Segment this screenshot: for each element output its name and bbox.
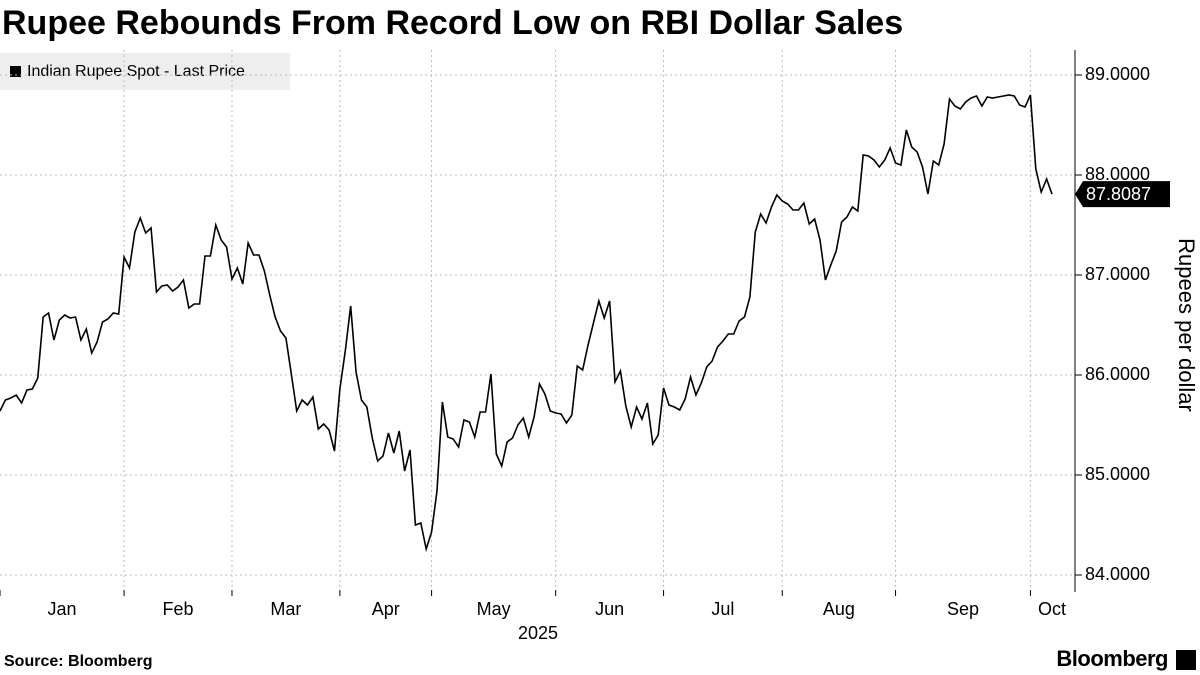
x-tick-label: Apr — [372, 599, 400, 619]
y-axis-label: Rupees per dollar — [1174, 238, 1199, 412]
y-tick-label: 86.0000 — [1085, 364, 1150, 384]
y-tick-label: 87.0000 — [1085, 264, 1150, 284]
legend-label: Indian Rupee Spot - Last Price — [27, 63, 245, 80]
x-axis-label: 2025 — [518, 623, 558, 643]
last-price-badge — [1075, 181, 1170, 208]
x-tick-label: Jan — [48, 599, 77, 619]
y-tick-label: 84.0000 — [1085, 564, 1150, 584]
price-line — [0, 94, 1053, 553]
x-tick-label: Jun — [595, 599, 624, 619]
x-tick-label: Aug — [823, 599, 855, 619]
x-tick-label: Jul — [711, 599, 734, 619]
chart-title: Rupee Rebounds From Record Low on RBI Do… — [2, 4, 903, 42]
legend-box — [0, 53, 290, 90]
x-tick-label: Sep — [947, 599, 979, 619]
y-tick-label: 85.0000 — [1085, 464, 1150, 484]
brand-icon — [1176, 650, 1196, 670]
y-tick-label: 89.0000 — [1085, 64, 1150, 84]
x-tick-label: Mar — [270, 599, 301, 619]
y-tick-label: 88.0000 — [1085, 164, 1150, 184]
legend-swatch — [10, 66, 21, 77]
source: Source: Bloomberg — [4, 653, 152, 670]
x-tick-label: Feb — [163, 599, 194, 619]
x-tick-label: May — [477, 599, 511, 619]
last-price-label: 87.8087 — [1086, 184, 1151, 204]
x-tick-label: Oct — [1038, 599, 1066, 619]
brand: Bloomberg — [1056, 646, 1168, 671]
